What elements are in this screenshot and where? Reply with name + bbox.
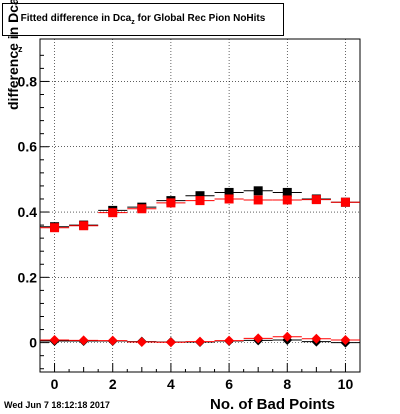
y-axis-label-subscript: z (18, 44, 23, 54)
data-point-square (79, 221, 89, 231)
datestamp: Wed Jun 7 18:12:18 2017 (4, 400, 110, 410)
data-point-square (224, 194, 234, 204)
data-point-square (137, 204, 147, 214)
data-point-diamond (165, 337, 176, 348)
y-axis-label: difference in Dca (5, 0, 21, 110)
data-point-diamond (311, 333, 322, 344)
data-point-square (195, 191, 205, 201)
data-point-diamond (49, 335, 60, 346)
y-tick-label: 0.6 (18, 139, 38, 155)
y-tick-label: 0.2 (18, 269, 38, 285)
chart-title-box: Fitted difference in Dcaz for Global Rec… (2, 3, 284, 36)
x-tick-label: 0 (51, 376, 59, 392)
y-tick-label: 0.8 (18, 73, 38, 89)
data-point-diamond (282, 331, 293, 342)
x-tick-label: 6 (225, 376, 233, 392)
data-point-square (253, 186, 263, 196)
data-point-square (224, 187, 234, 197)
x-tick-label: 2 (109, 376, 117, 392)
data-point-square (195, 196, 205, 206)
data-point-diamond (78, 335, 89, 346)
data-point-square (282, 187, 292, 197)
x-tick-label: 8 (283, 376, 291, 392)
data-point-diamond (340, 335, 351, 346)
plot-frame (39, 38, 361, 373)
data-point-square (253, 195, 263, 205)
chart-title: Fitted difference in Dcaz for Global Rec… (20, 13, 266, 26)
data-point-diamond (224, 335, 235, 346)
data-point-square (166, 198, 176, 208)
y-tick-label: 0 (29, 335, 37, 351)
x-tick-label: 10 (338, 376, 354, 392)
data-point-square (340, 197, 350, 207)
data-point-square (108, 208, 118, 218)
data-point-square (282, 195, 292, 205)
y-tick-label: 0.4 (18, 204, 38, 220)
data-point-square (50, 223, 60, 233)
data-point-square (311, 195, 321, 205)
data-point-diamond (195, 336, 205, 347)
x-tick-label: 4 (167, 376, 175, 392)
data-point-diamond (253, 333, 264, 344)
data-point-diamond (107, 335, 118, 346)
data-point-diamond (136, 336, 147, 347)
x-axis-label: No. of Bad Points (210, 396, 335, 413)
